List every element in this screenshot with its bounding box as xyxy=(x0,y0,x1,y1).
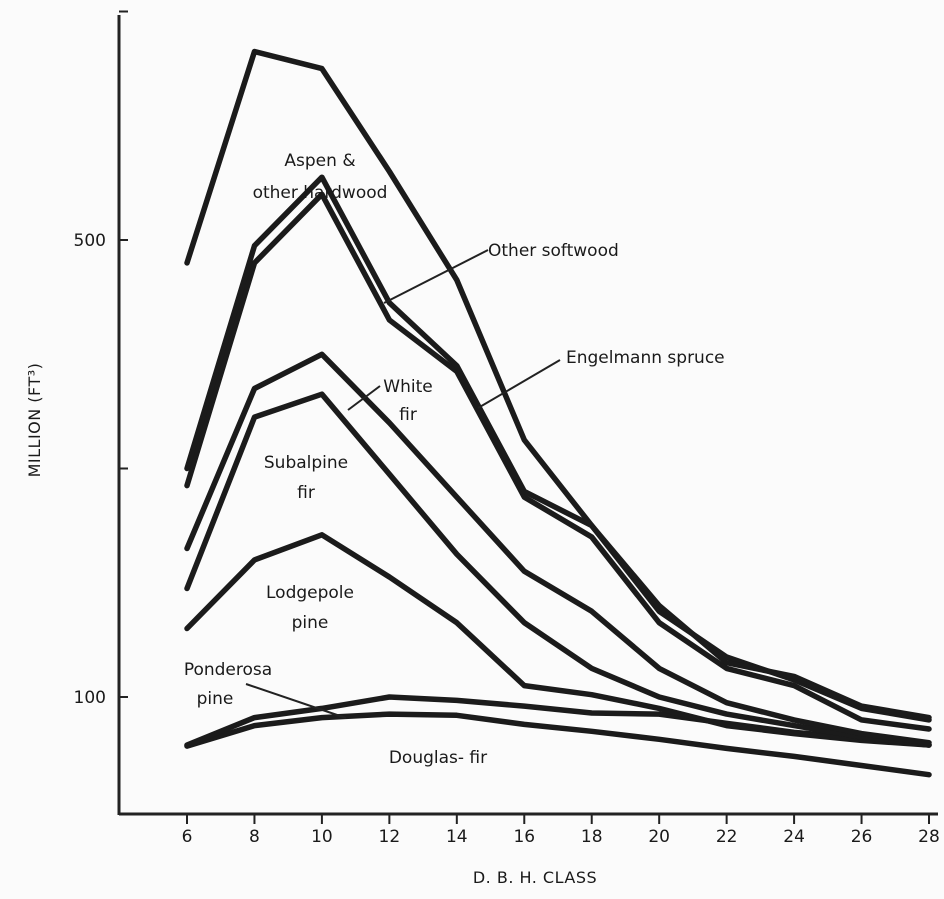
x-tick-label: 20 xyxy=(648,827,670,847)
label-ponderosa-line1: Ponderosa xyxy=(184,660,272,680)
series-line-white-fir xyxy=(184,351,932,746)
series-line-lodgepole-pine xyxy=(184,532,932,748)
leader-other-softwood xyxy=(383,249,489,304)
label-lodgepole-line2: pine xyxy=(292,613,329,633)
series-line-engelmann-spruce xyxy=(184,191,932,732)
leader-ponderosa xyxy=(245,683,347,719)
series-line-other-softwood xyxy=(184,174,932,723)
label-lodgepole-line1: Lodgepole xyxy=(266,583,354,603)
label-white-fir-line1: White xyxy=(383,377,432,397)
label-douglas-fir: Douglas- fir xyxy=(389,748,487,768)
label-subalpine-line2: fir xyxy=(297,483,315,503)
series-line-aspen-other-hardwood xyxy=(184,48,932,721)
label-aspen-line2: other hardwood xyxy=(253,183,388,203)
x-tick-label: 18 xyxy=(581,827,603,847)
x-tick-label: 28 xyxy=(918,827,940,847)
series-labels: Aspen & other hardwood Other softwood En… xyxy=(184,151,725,768)
x-tick-label: 8 xyxy=(249,827,260,847)
y-tick-label: 500 xyxy=(74,231,106,251)
y-axis-title: MILLION (FT³) xyxy=(25,363,44,478)
series-line-subalpine-fir xyxy=(184,391,932,748)
label-aspen-line1: Aspen & xyxy=(284,151,355,171)
series-lines xyxy=(184,48,932,778)
label-other-softwood: Other softwood xyxy=(488,241,619,261)
x-ticks: 6 8 10 12 14 16 18 20 22 24 26 28 xyxy=(182,814,940,847)
x-tick-label: 12 xyxy=(379,827,401,847)
x-tick-label: 14 xyxy=(446,827,468,847)
x-tick-label: 10 xyxy=(311,827,333,847)
y-ticks: 100 500 xyxy=(74,10,128,708)
x-tick-label: 22 xyxy=(716,827,738,847)
label-subalpine-line1: Subalpine xyxy=(264,453,348,473)
label-engelmann: Engelmann spruce xyxy=(566,348,725,368)
x-tick-label: 24 xyxy=(783,827,805,847)
x-tick-label: 6 xyxy=(182,827,193,847)
label-ponderosa-line2: pine xyxy=(197,689,234,709)
x-tick-label: 16 xyxy=(513,827,535,847)
label-white-fir-line2: fir xyxy=(399,405,417,425)
y-tick-label: 100 xyxy=(74,688,106,708)
leader-engelmann xyxy=(477,359,561,409)
leader-white-fir xyxy=(347,385,381,411)
axes xyxy=(117,15,938,816)
series-line-douglas-fir xyxy=(184,711,932,778)
x-tick-label: 26 xyxy=(851,827,873,847)
x-axis-title: D. B. H. CLASS xyxy=(473,868,597,887)
